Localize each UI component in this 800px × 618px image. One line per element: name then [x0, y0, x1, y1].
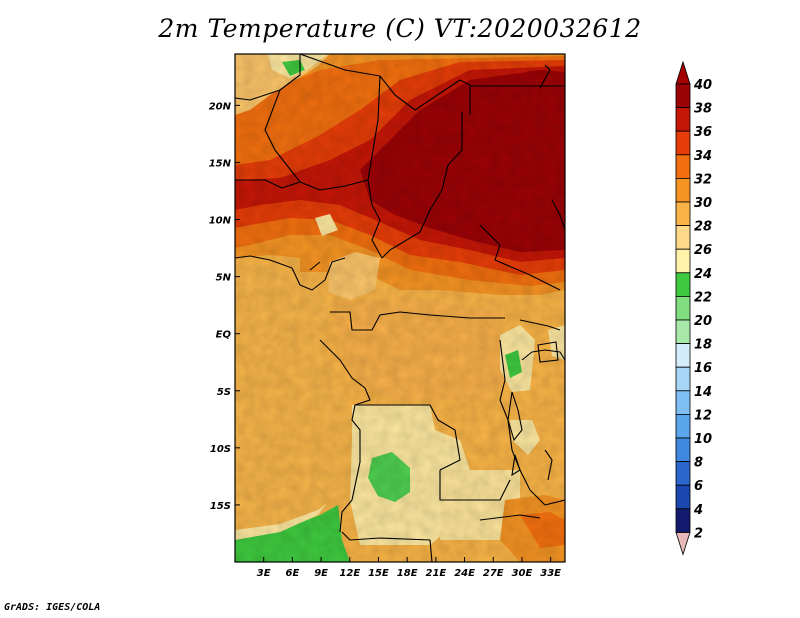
colorbar-label: 28	[694, 220, 712, 235]
lat-tick-label: 15S	[210, 501, 231, 512]
colorbar-label: 4	[693, 503, 703, 518]
colorbar-swatch	[675, 437, 691, 463]
page-title: 2m Temperature (C) VT:2020032612	[158, 14, 642, 43]
colorbar: 40 38 36 34 32 30 28 26 24 22 20 18 16 14 12 10 8 6 4 2	[675, 60, 712, 556]
colorbar-swatch	[675, 413, 691, 439]
colorbar-swatch	[675, 461, 691, 486]
colorbar-swatch	[675, 508, 691, 533]
colorbar-swatch	[675, 295, 691, 321]
lat-tick-label: 10S	[210, 444, 231, 455]
colorbar-swatch	[675, 130, 691, 156]
colorbar-swatch	[675, 484, 691, 510]
colorbar-swatch	[675, 154, 691, 179]
lat-tick-label: 20N	[209, 101, 232, 112]
lat-tick-label: 5N	[216, 273, 232, 284]
colorbar-top-triangle	[675, 60, 691, 85]
temperature-field	[235, 54, 565, 562]
lon-tick-label: 12E	[339, 568, 360, 579]
footer-credit: GrADS: IGES/COLA	[4, 602, 101, 613]
colorbar-label: 34	[694, 149, 712, 164]
lon-tick-label: 6E	[285, 568, 299, 579]
colorbar-swatch	[675, 83, 691, 109]
colorbar-swatch	[675, 248, 691, 274]
lon-tick-label: 24E	[454, 568, 475, 579]
colorbar-swatch	[675, 319, 691, 345]
country-borders	[235, 54, 565, 562]
colorbar-label: 38	[694, 102, 712, 117]
lon-tick-label: 30E	[512, 568, 533, 579]
colorbar-swatch	[675, 225, 691, 250]
lon-tick-label: 27E	[483, 568, 504, 579]
colorbar-label: 40	[693, 78, 712, 93]
colorbar-swatch	[675, 366, 691, 392]
colorbar-label: 10	[694, 432, 712, 447]
lon-tick-label: 33E	[540, 568, 561, 579]
lat-tick-label: 15N	[209, 158, 232, 169]
lon-tick-label: 21E	[425, 568, 446, 579]
colorbar-label: 6	[694, 479, 703, 494]
lakes	[507, 341, 559, 481]
colorbar-swatch	[675, 107, 691, 132]
map-frame	[234, 53, 566, 563]
colorbar-label: 2	[694, 526, 703, 541]
colorbar-label: 22	[694, 290, 712, 305]
colorbar-label: 20	[694, 314, 712, 329]
colorbar-bottom-triangle	[675, 532, 691, 556]
lon-tick-label: 15E	[368, 568, 389, 579]
colorbar-label: 12	[694, 408, 712, 423]
colorbar-label: 18	[694, 338, 712, 353]
lat-tick-label: 10N	[209, 216, 232, 227]
colorbar-label: 30	[694, 196, 712, 211]
lat-tick-label: 5S	[217, 387, 231, 398]
colorbar-swatch	[675, 272, 691, 297]
colorbar-label: 16	[694, 361, 712, 376]
colorbar-swatch	[675, 177, 691, 203]
colorbar-label: 24	[694, 267, 712, 282]
axis-ticks: 3E 6E 9E 12E 15E 18E 21E 24E 27E 30E 33E 20N 15N 10N 5…	[209, 101, 561, 579]
colorbar-label: 14	[694, 385, 712, 400]
colorbar-swatch	[675, 201, 691, 227]
colorbar-label: 26	[694, 243, 712, 258]
colorbar-label: 36	[694, 125, 712, 140]
colorbar-label: 8	[694, 456, 703, 471]
lat-tick-label: EQ	[216, 330, 232, 341]
lon-tick-label: 9E	[314, 568, 328, 579]
lon-tick-label: 18E	[397, 568, 418, 579]
colorbar-swatch	[675, 390, 691, 415]
colorbar-swatch	[675, 343, 691, 368]
colorbar-label: 32	[694, 172, 712, 187]
lon-tick-label: 3E	[257, 568, 271, 579]
